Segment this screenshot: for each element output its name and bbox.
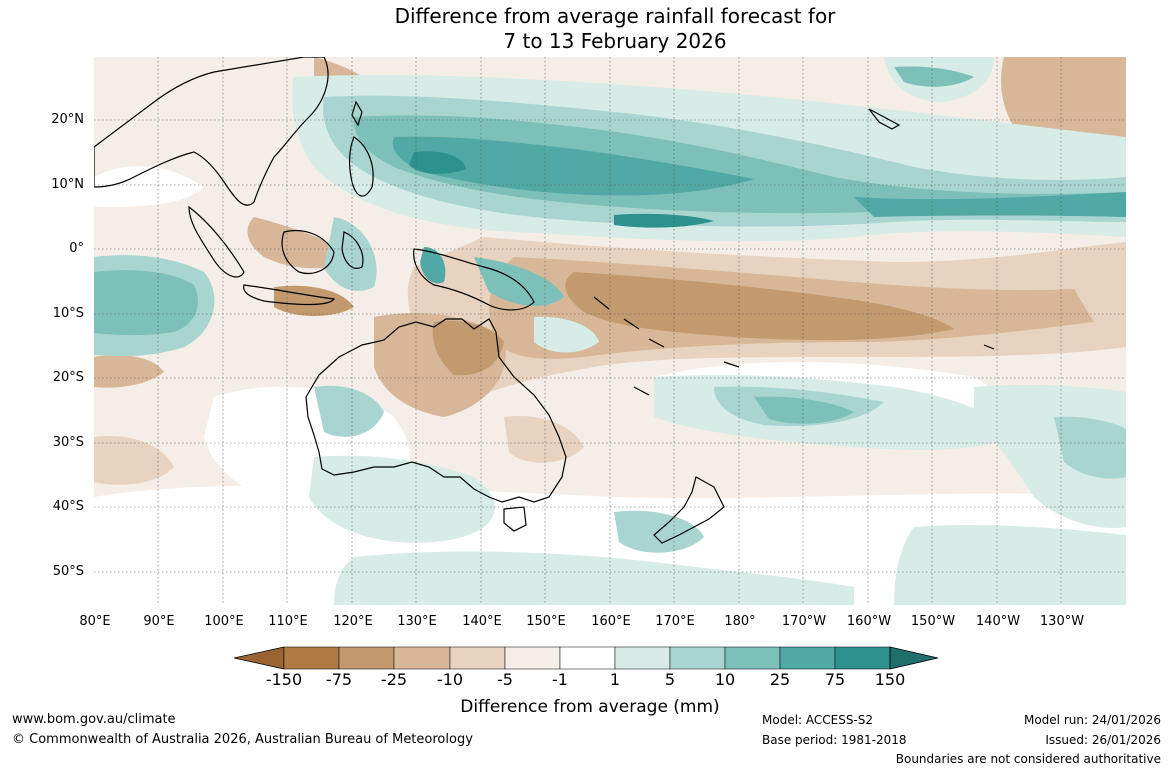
colorbar-swatch (559, 646, 616, 670)
lat-label: 40°S (52, 499, 84, 514)
source-url[interactable]: www.bom.gov.au/climate (12, 712, 176, 727)
colorbar-swatch (834, 646, 891, 670)
lon-label: 80°E (79, 614, 111, 629)
lon-label: 160°E (591, 614, 631, 629)
rainfall-anomaly-map (94, 57, 1126, 605)
hawaii-outline (868, 108, 901, 130)
colorbar-swatch (449, 646, 506, 670)
map-title: Difference from average rainfall forecas… (0, 4, 1173, 54)
colorbar-tick: -150 (265, 670, 303, 689)
colorbar-tick: 150 (874, 670, 906, 689)
new-guinea-outline (413, 248, 535, 311)
model-run-date: Model run: 24/01/2026 (1023, 713, 1161, 727)
asia-mainland-outline (94, 57, 329, 206)
colorbar-tick: -10 (436, 670, 464, 689)
colorbar-swatch (779, 646, 836, 670)
colorbar-tick: 5 (664, 670, 676, 689)
colorbar-swatch (614, 646, 671, 670)
base-period: Base period: 1981-2018 (762, 733, 907, 747)
colorbar-swatch (338, 646, 395, 670)
lat-label: 10°S (52, 306, 84, 321)
lon-label: 170°W (781, 614, 827, 629)
issued-date: Issued: 26/01/2026 (1045, 733, 1161, 747)
boundaries-disclaimer: Boundaries are not considered authoritat… (895, 752, 1161, 766)
lon-label: 90°E (143, 614, 175, 629)
lon-label: 140°W (975, 614, 1021, 629)
lon-label: 130°W (1039, 614, 1085, 629)
lon-label: 150°E (526, 614, 566, 629)
colorbar-tick: -5 (497, 670, 513, 689)
colorbar-tick: 1 (609, 670, 621, 689)
colorbar (234, 646, 939, 670)
colorbar-swatch (283, 646, 340, 670)
colorbar-tick: 10 (714, 670, 736, 689)
lon-label: 160°W (846, 614, 892, 629)
philippines-outline (348, 136, 374, 197)
colorbar-tick: -75 (325, 670, 353, 689)
lat-label: 20°N (51, 112, 84, 127)
borneo-outline (281, 230, 335, 274)
lat-label: 30°S (52, 435, 84, 450)
colorbar-label: Difference from average (mm) (460, 697, 720, 717)
taiwan-outline (351, 100, 363, 127)
lat-label: 20°S (52, 370, 84, 385)
lon-label: 130°E (397, 614, 437, 629)
colorbar-swatch (504, 646, 561, 670)
title-line-2: 7 to 13 February 2026 (503, 29, 727, 53)
new-zealand-outline (653, 476, 725, 544)
pacific-islands (593, 296, 995, 396)
sulawesi-outline (341, 231, 364, 269)
colorbar-tick: -1 (552, 670, 568, 689)
coastlines (94, 57, 995, 544)
lon-label: 100°E (204, 614, 244, 629)
java-outline (243, 284, 336, 306)
lon-label: 170°E (655, 614, 695, 629)
australia-outline (305, 318, 567, 503)
lon-label: 180° (724, 614, 756, 629)
colorbar-tick: 25 (769, 670, 791, 689)
lon-label: 110°E (268, 614, 308, 629)
lon-label: 140°E (462, 614, 502, 629)
colorbar-swatch (724, 646, 781, 670)
graticule (94, 57, 1126, 605)
colorbar-extend-wet (889, 646, 939, 670)
map-canvas (94, 57, 1126, 605)
lat-label: 10°N (51, 177, 84, 192)
lat-label: 50°S (52, 564, 84, 579)
sumatra-outline (188, 205, 245, 278)
title-line-1: Difference from average rainfall forecas… (394, 4, 836, 28)
colorbar-tick: 75 (824, 670, 846, 689)
colorbar-extend-dry (234, 646, 285, 670)
lon-label: 120°E (333, 614, 373, 629)
model-name: Model: ACCESS-S2 (762, 713, 874, 727)
lon-label: 150°W (910, 614, 956, 629)
colorbar-swatch (669, 646, 726, 670)
lat-label: 0° (69, 241, 84, 256)
colorbar-swatch (393, 646, 451, 670)
tasmania-outline (503, 506, 527, 532)
wetter-than-average-regions (94, 57, 1126, 605)
copyright-text: © Commonwealth of Australia 2026, Austra… (12, 732, 473, 747)
colorbar-tick: -25 (380, 670, 408, 689)
